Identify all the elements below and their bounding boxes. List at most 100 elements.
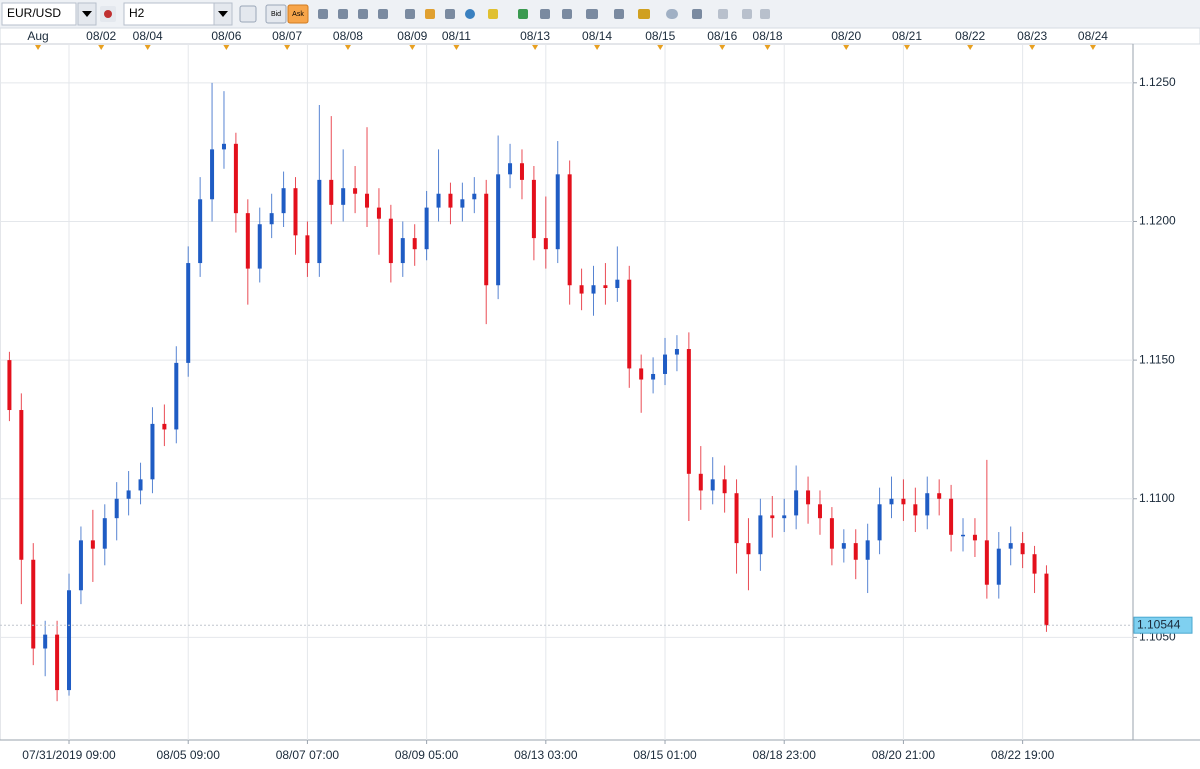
- date-marker: [453, 45, 460, 50]
- candle-body: [43, 634, 48, 649]
- candle-body: [424, 207, 429, 250]
- candle-body: [305, 235, 310, 264]
- candle-body: [901, 498, 906, 505]
- dropdown-arrow: [218, 11, 228, 17]
- icon[interactable]: [518, 9, 528, 19]
- symbol: EUR/USD: [7, 6, 61, 20]
- icon[interactable]: [338, 9, 348, 19]
- candle-body: [376, 207, 381, 219]
- candle-body: [877, 504, 882, 541]
- candle-body: [663, 354, 668, 374]
- candle-body: [198, 199, 203, 264]
- candle-body: [90, 540, 95, 549]
- candle-body: [317, 179, 322, 264]
- icon[interactable]: [692, 9, 702, 19]
- bid-label: Bid: [271, 11, 281, 18]
- candle-body: [210, 149, 215, 200]
- candle-body: [531, 179, 536, 239]
- icon[interactable]: [562, 9, 572, 19]
- icon[interactable]: [465, 9, 475, 19]
- candle-body: [221, 143, 226, 150]
- date-label: 08/14: [582, 29, 612, 43]
- icon-button[interactable]: [239, 5, 257, 23]
- ask-button[interactable]: [287, 4, 309, 24]
- date-label: 08/16: [707, 29, 737, 43]
- candle-body: [949, 498, 954, 535]
- candle-body: [365, 193, 370, 208]
- candle-body: [555, 174, 560, 250]
- candle-body: [746, 543, 751, 555]
- candles: [0, 82, 1133, 702]
- icon[interactable]: [638, 9, 650, 19]
- candle-body: [78, 540, 83, 591]
- candle-body: [519, 163, 524, 180]
- icon[interactable]: [718, 9, 728, 19]
- y-tick-label: 1.1150: [1139, 352, 1175, 366]
- candle-body: [412, 238, 417, 250]
- candle-body: [1008, 543, 1013, 549]
- date-label: 08/06: [211, 29, 241, 43]
- candle-body: [615, 279, 620, 289]
- date-label: 08/02: [86, 29, 116, 43]
- candle-body: [472, 193, 477, 200]
- candle-body: [329, 179, 334, 205]
- dropdown-arrow: [82, 11, 92, 17]
- date-label: 08/08: [333, 29, 363, 43]
- candle-body: [865, 540, 870, 560]
- icon[interactable]: [488, 9, 498, 19]
- candle-body: [138, 479, 143, 491]
- icon: [104, 10, 112, 18]
- date-label: 08/15: [645, 29, 675, 43]
- icon[interactable]: [425, 9, 435, 19]
- icon[interactable]: [318, 9, 328, 19]
- candle-body: [889, 498, 894, 505]
- x-tick-label: 08/18 23:00: [753, 748, 817, 762]
- date-marker: [98, 45, 105, 50]
- candle-body: [770, 515, 775, 519]
- candle-body: [55, 634, 60, 691]
- icon[interactable]: [445, 9, 455, 19]
- icon[interactable]: [378, 9, 388, 19]
- icon[interactable]: [405, 9, 415, 19]
- candle-body: [698, 473, 703, 491]
- date-marker: [764, 45, 771, 50]
- candle-body: [281, 188, 286, 214]
- symbol-box[interactable]: [1, 2, 77, 26]
- bid-button[interactable]: [265, 4, 287, 24]
- candle-body: [603, 285, 608, 289]
- icon[interactable]: [586, 9, 598, 19]
- candle-body: [806, 490, 811, 505]
- icon[interactable]: [760, 9, 770, 19]
- date-label: 08/21: [892, 29, 922, 43]
- x-tick-label: 08/07 07:00: [276, 748, 340, 762]
- candle-body: [961, 534, 966, 537]
- date-marker: [1029, 45, 1036, 50]
- date-marker: [967, 45, 974, 50]
- candle-body: [853, 543, 858, 560]
- candle-body: [162, 423, 167, 430]
- date-marker: [284, 45, 291, 50]
- icon[interactable]: [666, 9, 678, 19]
- candle-body: [293, 188, 298, 236]
- date-label: 08/09: [397, 29, 427, 43]
- candle-body: [341, 188, 346, 205]
- candle-body: [686, 349, 691, 474]
- candle-body: [448, 193, 453, 208]
- date-marker: [409, 45, 416, 50]
- plot-area: [0, 43, 1134, 741]
- date-marker: [344, 45, 351, 50]
- icon[interactable]: [742, 9, 752, 19]
- icon[interactable]: [540, 9, 550, 19]
- ask-label: Ask: [292, 11, 304, 18]
- candle-body: [925, 493, 930, 516]
- date-marker: [843, 45, 850, 50]
- date-label: 08/22: [955, 29, 985, 43]
- y-tick-label: 1.1250: [1139, 75, 1176, 89]
- candle-body: [734, 493, 739, 544]
- date-label: Aug: [27, 29, 48, 43]
- date-label: 08/18: [753, 29, 783, 43]
- icon[interactable]: [358, 9, 368, 19]
- icon[interactable]: [614, 9, 624, 19]
